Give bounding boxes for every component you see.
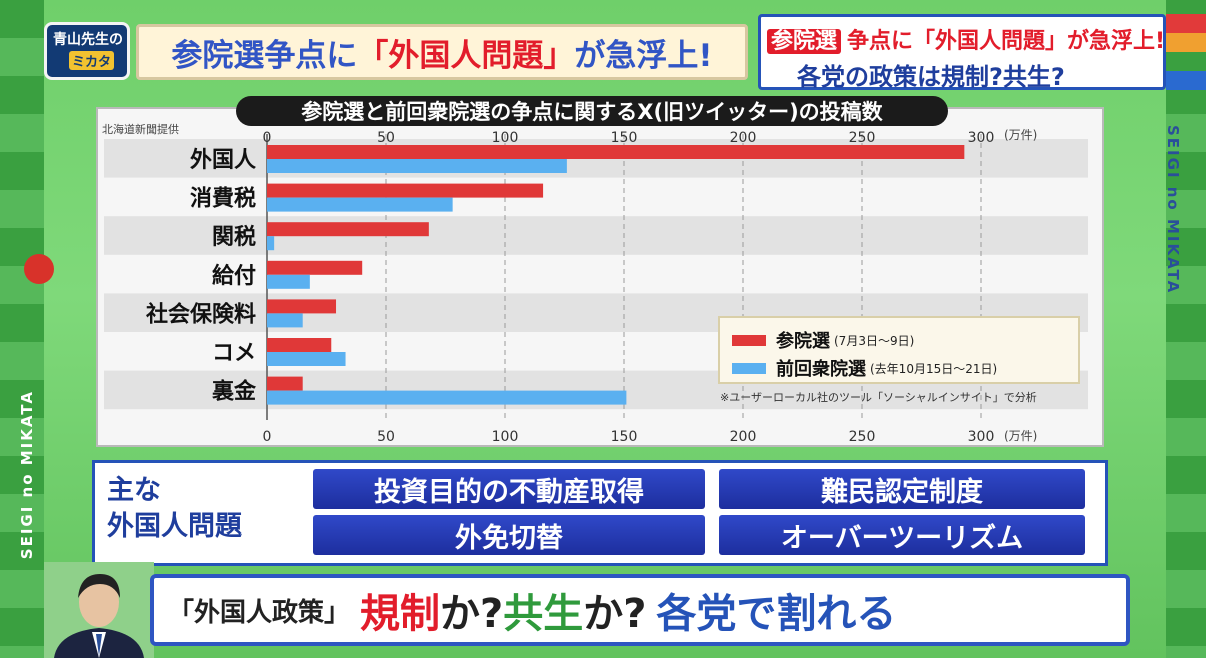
topic-caption: 参院選 争点に「外国人問題」が急浮上! 各党の政策は規制?共生?	[758, 14, 1166, 91]
right-decor-strip	[1166, 0, 1206, 658]
topic-line1: 争点に「外国人問題」が急浮上!	[847, 29, 1166, 54]
category-label: 外国人	[190, 147, 256, 173]
category-label: 給付	[212, 263, 256, 289]
legend-swatch-red	[732, 334, 766, 346]
legend-swatch-blue	[732, 362, 766, 374]
topic-line1-wrap: 参院選 争点に「外国人問題」が急浮上!	[767, 23, 1165, 55]
chart-title: 参院選と前回衆院選の争点に関するX(旧ツイッター)の投稿数	[236, 96, 948, 126]
bar-sanin	[267, 183, 544, 198]
rainbow-decor	[1166, 14, 1206, 90]
tick-label-top: 50	[377, 130, 395, 146]
issue-item: 難民認定制度	[719, 469, 1085, 509]
legend-period: (去年10月15日〜21日)	[870, 361, 998, 376]
issues-label: 主な 外国人問題	[107, 473, 242, 545]
tick-label-bottom: 100	[492, 429, 519, 445]
bar-shugiin	[267, 236, 275, 251]
tick-label-top: 250	[849, 130, 876, 146]
bar-sanin	[267, 145, 965, 159]
chart-legend: 参院選 (7月3日〜9日) 前回衆院選 (去年10月15日〜21日)	[718, 316, 1080, 384]
show-logo: 青山先生の ミカタ	[44, 22, 130, 80]
headline-part1: 参院選争点に	[171, 37, 358, 74]
tick-label-bottom: 300	[968, 429, 995, 445]
tick-label-bottom: 0	[263, 429, 272, 445]
bar-shugiin	[267, 313, 303, 328]
bar-shugiin	[267, 390, 627, 405]
presenter-avatar	[44, 562, 154, 658]
bottom-part6: 各党で割れる	[656, 591, 897, 637]
category-label: 社会保険料	[146, 301, 256, 327]
logo-line1: 青山先生の	[53, 32, 123, 48]
topic-line2: 各党の政策は規制?共生?	[797, 63, 1065, 91]
left-decor-strip	[0, 0, 44, 658]
bottom-part3: か?	[440, 591, 504, 637]
bar-sanin	[267, 299, 337, 314]
category-label: コメ	[212, 341, 256, 366]
bottom-part5: か?	[583, 591, 647, 637]
category-label: 消費税	[190, 186, 256, 212]
issue-item: 投資目的の不動産取得	[313, 469, 705, 509]
main-headline: 参院選争点に 「外国人問題」 が急浮上!	[136, 24, 748, 80]
unit-label-top: (万件)	[1004, 128, 1038, 142]
bar-shugiin	[267, 197, 453, 212]
bar-shugiin	[267, 352, 346, 366]
bottom-caption: 「外国人政策」 規制 か? 共生 か? 各党で割れる	[150, 574, 1130, 646]
legend-item-sanin: 参院選 (7月3日〜9日)	[732, 327, 914, 353]
category-label: 裏金	[212, 379, 257, 405]
legend-name: 前回衆院選	[776, 359, 866, 380]
bar-sanin	[267, 222, 429, 237]
headline-part3: が急浮上!	[574, 37, 713, 74]
tick-label-bottom: 150	[611, 429, 638, 445]
bottom-part1: 「外国人政策」	[168, 597, 351, 628]
issues-panel: 主な 外国人問題 投資目的の不動産取得 難民認定制度 外免切替 オーバーツーリズ…	[92, 460, 1108, 566]
tick-label-top: 300	[968, 130, 995, 146]
bar-sanin	[267, 260, 363, 275]
bottom-part4: 共生	[503, 591, 584, 637]
chart-note: ※ユーザーローカル社のツール「ソーシャルインサイト」で分析	[720, 391, 1037, 404]
issues-label-line1: 主な	[107, 475, 161, 506]
legend-item-shugiin: 前回衆院選 (去年10月15日〜21日)	[732, 355, 997, 381]
tick-label-top: 200	[730, 130, 757, 146]
bar-sanin	[267, 338, 332, 352]
bar-shugiin	[267, 274, 310, 289]
tick-label-top: 0	[263, 130, 272, 146]
unit-label-bottom: (万件)	[1004, 429, 1038, 443]
red-ball-decor	[24, 254, 54, 284]
bottom-part2: 規制	[360, 591, 441, 637]
tick-label-bottom: 250	[849, 429, 876, 445]
side-text-right: SEIGI no MIKATA	[1164, 125, 1182, 295]
tick-label-bottom: 200	[730, 429, 757, 445]
tick-label-bottom: 50	[377, 429, 395, 445]
logo-line2: ミカタ	[69, 51, 115, 70]
issue-item: オーバーツーリズム	[719, 515, 1085, 555]
bar-sanin	[267, 376, 303, 391]
tick-label-top: 100	[492, 130, 519, 146]
issue-item: 外免切替	[313, 515, 705, 555]
category-label: 関税	[212, 224, 256, 250]
tick-label-top: 150	[611, 130, 638, 146]
issues-label-line2: 外国人問題	[107, 511, 242, 542]
legend-period: (7月3日〜9日)	[834, 333, 915, 348]
chart-source: 北海道新聞提供	[102, 123, 179, 136]
topic-tag: 参院選	[767, 29, 842, 54]
bar-shugiin	[267, 159, 567, 173]
headline-part2: 「外国人問題」	[357, 37, 575, 74]
legend-name: 参院選	[776, 331, 830, 352]
